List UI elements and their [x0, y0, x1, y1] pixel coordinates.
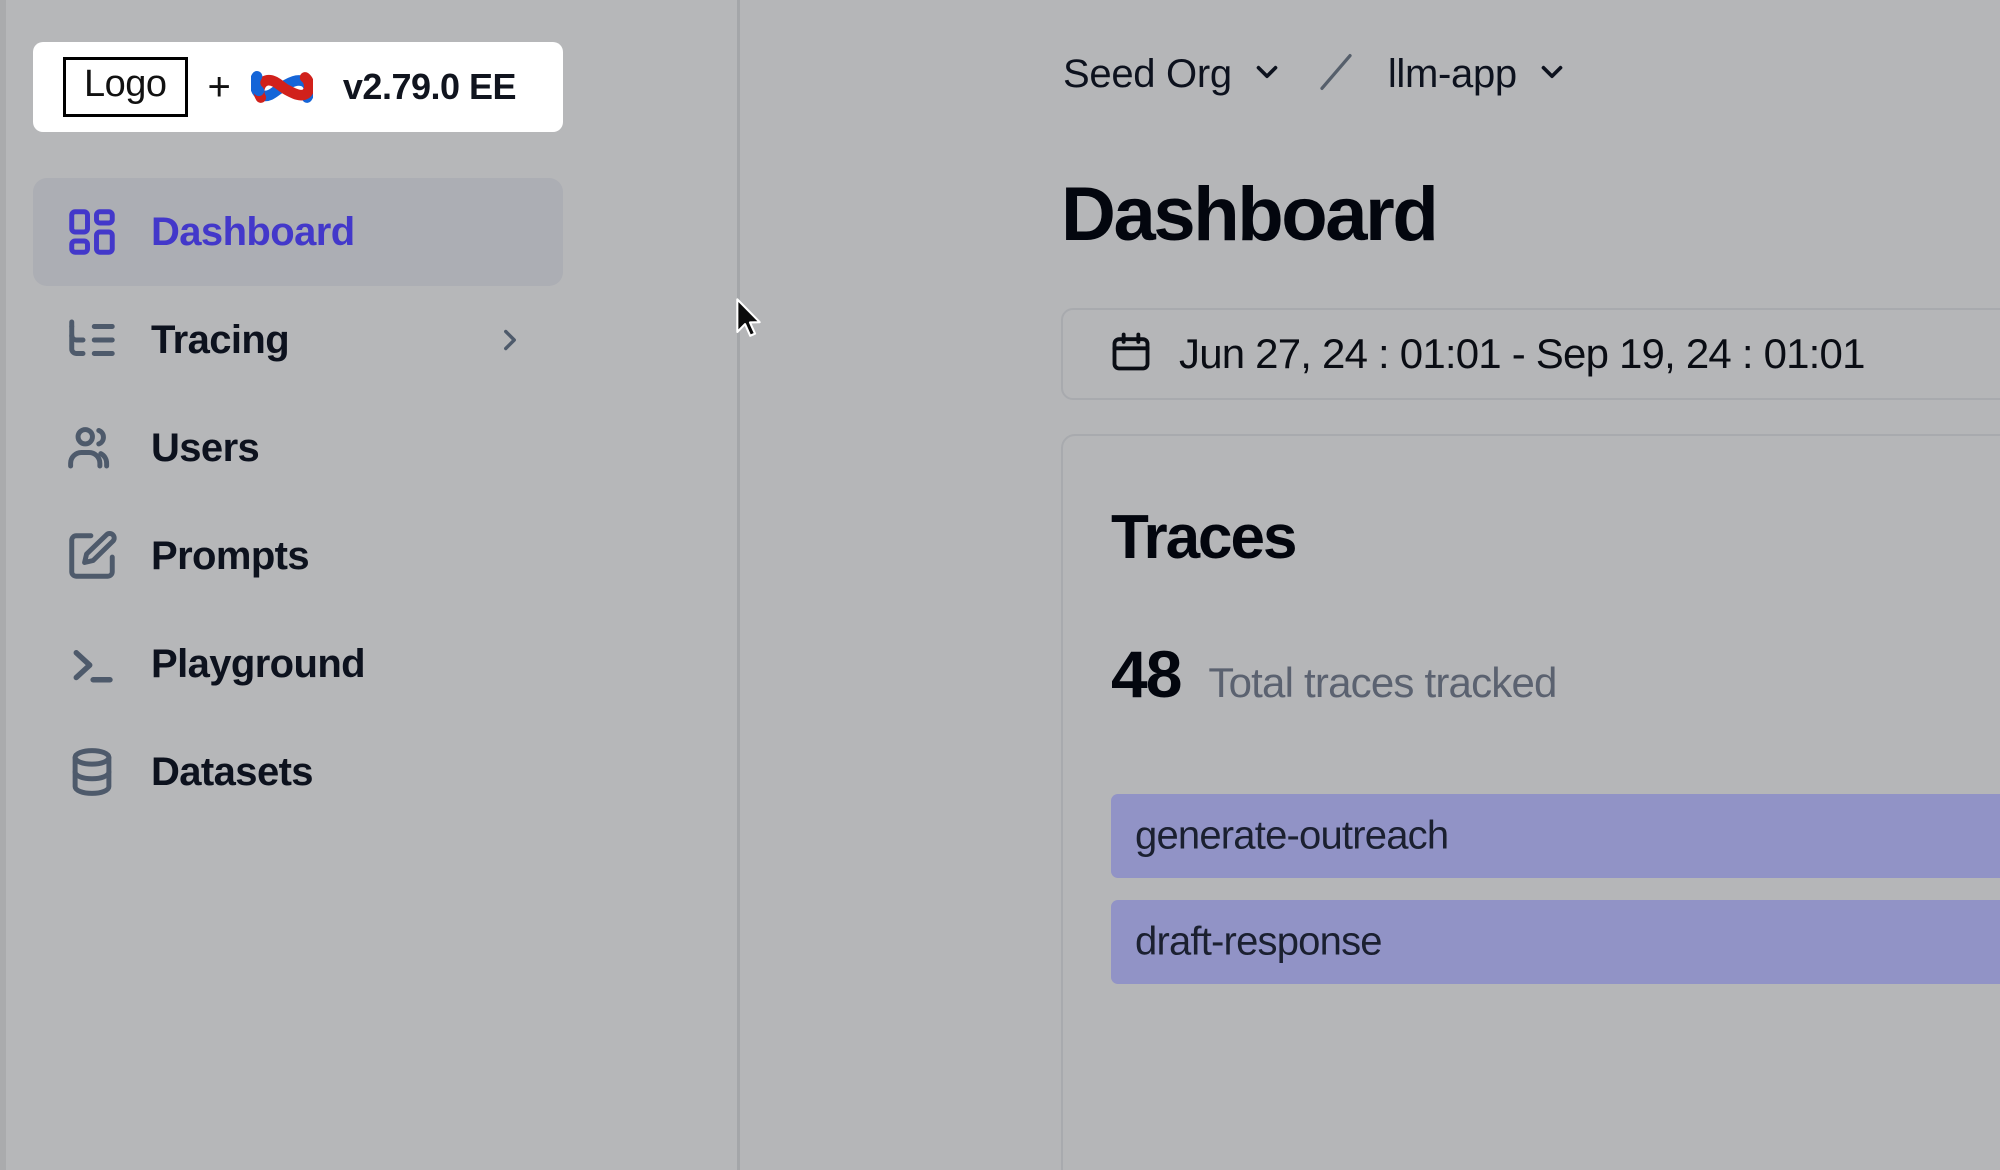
database-icon — [65, 745, 119, 799]
sidebar-item-label: Datasets — [151, 749, 314, 794]
bar-label: generate-outreach — [1135, 813, 1449, 858]
sidebar-item-label: Playground — [151, 641, 366, 686]
sidebar-item-label: Users — [151, 425, 260, 470]
traces-card-title: Traces — [1111, 503, 1298, 572]
sidebar-item-prompts[interactable]: Prompts — [33, 502, 563, 610]
date-range-picker[interactable]: Jun 27, 24 : 01:01 - Sep 19, 24 : 01:01 — [1061, 308, 2000, 400]
breadcrumb-project-label: llm-app — [1387, 52, 1517, 96]
sidebar-item-dashboard[interactable]: Dashboard — [33, 178, 563, 286]
traces-metric: 48 Total traces tracked — [1111, 636, 1557, 712]
logo-placeholder: Logo — [63, 57, 188, 117]
list-tree-icon — [65, 313, 119, 367]
breadcrumb: Seed Org llm-app — [1053, 44, 1579, 105]
layout-grid-icon — [65, 205, 119, 259]
breadcrumb-org-label: Seed Org — [1063, 52, 1232, 96]
sidebar-item-tracing[interactable]: Tracing — [33, 286, 563, 394]
bar-fill: generate-outreach — [1111, 794, 2000, 878]
bar-row[interactable]: draft-response — [1111, 900, 2000, 984]
users-round-icon — [65, 421, 119, 475]
traces-metric-value: 48 — [1111, 637, 1182, 711]
square-pen-icon — [65, 529, 119, 583]
sidebar-scrollbar[interactable] — [0, 0, 6, 1170]
terminal-icon — [65, 637, 119, 691]
traces-bar-chart: generate-outreach draft-response — [1111, 794, 2000, 1170]
main-content: Seed Org llm-app — [743, 0, 2000, 1170]
sidebar-item-playground[interactable]: Playground — [33, 610, 563, 718]
bar-row[interactable]: generate-outreach — [1111, 794, 2000, 878]
sidebar-item-label: Dashboard — [151, 209, 355, 254]
traces-card: Traces 48 Total traces tracked generate-… — [1061, 434, 2000, 1170]
sidebar-item-label: Prompts — [151, 533, 310, 578]
date-range-value: Jun 27, 24 : 01:01 - Sep 19, 24 : 01:01 — [1179, 330, 1865, 377]
calendar-icon — [1109, 330, 1153, 379]
bar-label: draft-response — [1135, 919, 1383, 964]
chevron-down-icon[interactable] — [1250, 55, 1284, 94]
page-title: Dashboard — [1061, 171, 1439, 257]
traces-metric-caption: Total traces tracked — [1208, 659, 1557, 706]
breadcrumb-project[interactable]: llm-app — [1378, 48, 1579, 101]
brand-card[interactable]: Logo + v2.79.0 EE — [33, 42, 563, 132]
plus-separator: + — [207, 64, 231, 109]
sidebar-nav: Dashboard Tracing — [33, 178, 563, 826]
sidebar-item-datasets[interactable]: Datasets — [33, 718, 563, 826]
sidebar-item-label: Tracing — [151, 317, 290, 362]
chevron-down-icon[interactable] — [1535, 55, 1569, 94]
interlocking-links-icon — [250, 61, 313, 113]
version-label: v2.79.0 EE — [342, 66, 517, 107]
breadcrumb-separator-icon — [1294, 44, 1378, 105]
breadcrumb-org[interactable]: Seed Org — [1053, 48, 1294, 101]
sidebar-item-users[interactable]: Users — [33, 394, 563, 502]
sidebar: Logo + v2.79.0 EE — [0, 0, 740, 1170]
bar-fill: draft-response — [1111, 900, 2000, 984]
